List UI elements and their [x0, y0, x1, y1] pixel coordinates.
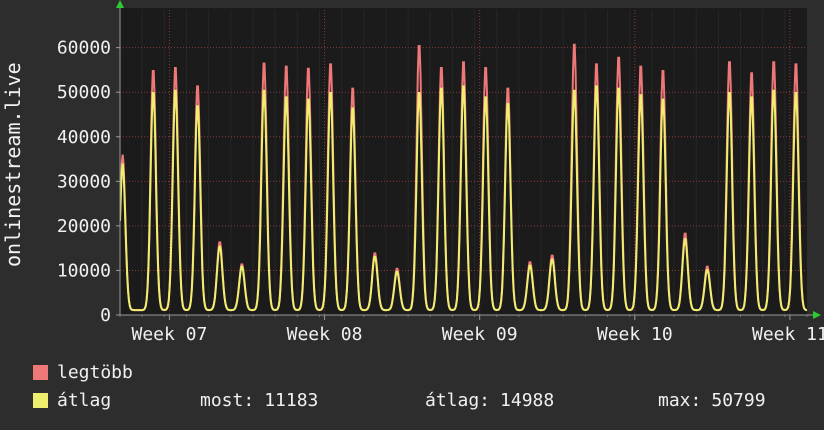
x-tick-label: Week 09: [442, 324, 518, 345]
x-tick-label: Week 07: [131, 324, 207, 345]
line-chart: 0 10000 20000 30000 40000 50000 60000 Week 07 We…: [57, 0, 824, 345]
y-tick-label: 10000: [57, 260, 111, 281]
x-tick-label: Week 11: [752, 324, 824, 345]
y-tick-label: 40000: [57, 127, 111, 148]
legend-label-atlag: átlag: [57, 390, 112, 411]
stat-most-value: 11183: [264, 390, 319, 411]
x-tick-label: Week 10: [597, 324, 673, 345]
y-tick-label: 60000: [57, 38, 111, 59]
y-tick-label: 50000: [57, 82, 111, 103]
y-tick-label: 30000: [57, 171, 111, 192]
legend-swatch-atlag: [33, 393, 48, 408]
legend-row-legtobb: legtöbb: [0, 362, 824, 388]
stat-most-label: most:: [200, 390, 255, 411]
legend-row-atlag: átlag most: 11183 átlag: 14988 max: 50799: [0, 390, 824, 416]
y-tick-label: 0: [100, 305, 111, 326]
x-axis-arrow-icon: [813, 311, 821, 319]
y-axis-arrow-icon: [116, 0, 124, 8]
plot-area: [120, 8, 807, 315]
stat-max-label: max:: [658, 390, 702, 411]
series-line-atlag: [120, 85, 807, 312]
stat-atlag-value: 14988: [500, 390, 555, 411]
legend-label-legtobb: legtöbb: [57, 362, 133, 383]
y-tick-label: 20000: [57, 216, 111, 237]
x-tick-label: Week 08: [287, 324, 363, 345]
stat-atlag-label: átlag:: [425, 390, 491, 411]
stat-most: most: 11183: [200, 390, 318, 411]
legend-swatch-legtobb: [33, 365, 48, 380]
stat-max: max: 50799: [658, 390, 766, 411]
stat-max-value: 50799: [711, 390, 766, 411]
stat-atlag: átlag: 14988: [425, 390, 554, 411]
